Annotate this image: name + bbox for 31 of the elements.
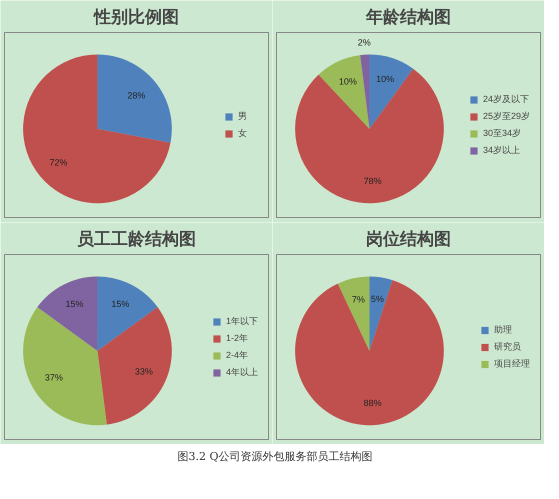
legend-label: 24岁及以下 <box>482 92 529 106</box>
chart-title: 员工工龄结构图 <box>77 230 196 250</box>
legend-label: 2-4年 <box>226 348 248 362</box>
legend-label: 30至34岁 <box>482 126 521 140</box>
legend-label: 4年以上 <box>226 366 258 378</box>
data-label: 15% <box>65 299 84 310</box>
data-label: 33% <box>134 366 153 377</box>
data-label: 78% <box>364 176 382 186</box>
legend-label: 女 <box>238 126 248 140</box>
data-label: 10% <box>376 74 394 84</box>
legend-label: 研究员 <box>494 340 521 353</box>
legend-label: 25岁至29岁 <box>482 110 530 122</box>
legend-label: 助理 <box>494 323 513 336</box>
legend-label: 34岁以上 <box>482 144 520 156</box>
data-label: 15% <box>111 299 130 310</box>
data-label: 7% <box>352 294 365 305</box>
data-label: 28% <box>127 90 146 100</box>
chart-title: 年龄结构图 <box>365 8 451 28</box>
legend-label: 男 <box>238 110 248 122</box>
chart-title: 岗位结构图 <box>366 230 451 250</box>
legend-label: 1年以下 <box>226 314 258 328</box>
caption: 图3.2 Q公司资源外包服务部员工结构图 <box>177 449 372 465</box>
data-label: 2% <box>358 38 371 48</box>
data-label: 37% <box>44 372 63 383</box>
legend-label: 项目经理 <box>494 357 530 370</box>
data-label: 10% <box>338 76 357 86</box>
data-label: 5% <box>370 294 384 304</box>
legend-label: 1-2年 <box>226 332 248 344</box>
chart-title: 性别比例图 <box>93 8 179 28</box>
data-label: 88% <box>364 398 382 408</box>
data-label: 72% <box>49 157 68 168</box>
